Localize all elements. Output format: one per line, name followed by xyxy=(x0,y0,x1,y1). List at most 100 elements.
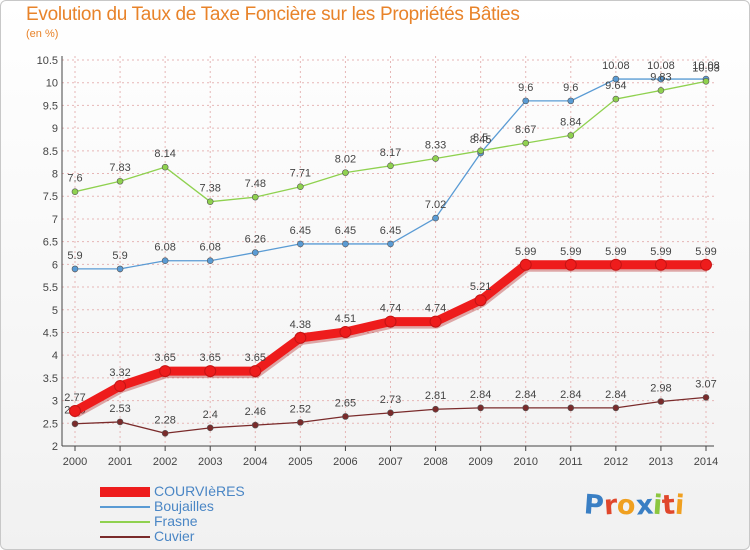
data-point-courvi-res xyxy=(339,326,352,339)
data-label-boujailles: 6.26 xyxy=(245,234,266,246)
data-label-frasne: 7.48 xyxy=(245,178,266,190)
x-tick-label: 2007 xyxy=(378,456,402,468)
y-tick-label: 2 xyxy=(52,441,58,453)
x-tick-label: 2009 xyxy=(468,456,492,468)
y-tick-label: 3.5 xyxy=(43,373,58,385)
x-tick-label: 2010 xyxy=(513,456,537,468)
data-label-boujailles: 9.6 xyxy=(563,82,578,94)
data-label-frasne: 8.67 xyxy=(515,124,536,136)
data-point-frasne xyxy=(522,139,530,147)
logo-letter: P xyxy=(582,489,605,522)
logo-letter: o xyxy=(616,489,637,522)
data-label-courvi-res: 5.99 xyxy=(695,246,716,258)
data-point-frasne xyxy=(387,162,394,170)
data-point-cuvier xyxy=(342,413,349,420)
data-label-courvi-res: 3.32 xyxy=(109,367,130,379)
data-point-courvi-res xyxy=(609,258,622,271)
chart-subtitle: (en %) xyxy=(26,28,59,40)
data-label-courvi-res: 5.99 xyxy=(515,246,536,258)
data-label-boujailles: 10.08 xyxy=(647,60,675,72)
data-label-cuvier: 2.98 xyxy=(650,382,671,394)
data-point-courvi-res xyxy=(384,315,397,328)
y-tick-label: 2.5 xyxy=(43,418,58,430)
y-tick-label: 3 xyxy=(52,396,58,408)
x-tick-label: 2000 xyxy=(63,456,87,468)
data-point-cuvier xyxy=(477,404,484,412)
data-label-boujailles: 6.45 xyxy=(380,225,401,237)
data-label-frasne: 10.03 xyxy=(692,62,720,74)
data-label-boujailles: 9.6 xyxy=(518,82,533,94)
data-point-boujailles xyxy=(612,75,620,83)
data-label-boujailles: 10.08 xyxy=(602,60,630,72)
data-label-cuvier: 2.52 xyxy=(290,403,311,415)
data-point-cuvier xyxy=(522,404,530,412)
legend-swatch xyxy=(100,521,150,523)
data-point-cuvier xyxy=(206,424,214,432)
data-point-frasne xyxy=(432,155,439,162)
data-point-courvi-res xyxy=(159,365,172,378)
data-point-boujailles xyxy=(432,214,439,222)
data-label-courvi-res: 2.77 xyxy=(64,392,85,404)
data-point-cuvier xyxy=(297,419,304,426)
y-tick-label: 9 xyxy=(52,123,58,135)
y-tick-label: 4 xyxy=(52,350,58,362)
y-tick-label: 4.5 xyxy=(43,327,58,339)
data-point-frasne xyxy=(612,95,620,103)
data-label-cuvier: 2.46 xyxy=(245,406,266,418)
x-tick-label: 2006 xyxy=(333,456,357,468)
data-point-courvi-res xyxy=(564,258,577,271)
y-tick-label: 6 xyxy=(52,259,58,271)
data-label-courvi-res: 4.74 xyxy=(380,303,401,315)
data-label-cuvier: 2.53 xyxy=(109,403,130,415)
legend-label: Cuvier xyxy=(154,528,195,544)
data-point-courvi-res xyxy=(69,405,81,418)
data-point-frasne xyxy=(657,87,665,94)
data-point-courvi-res xyxy=(114,380,127,393)
legend-label: Boujailles xyxy=(154,498,214,514)
data-point-frasne xyxy=(567,132,575,139)
data-label-frasne: 7.6 xyxy=(67,173,82,185)
x-tick-label: 2012 xyxy=(604,456,628,468)
y-tick-label: 6.5 xyxy=(43,237,58,249)
data-point-courvi-res xyxy=(519,258,532,271)
y-tick-label: 8.5 xyxy=(43,146,58,158)
data-label-cuvier: 3.07 xyxy=(695,378,716,390)
data-point-frasne xyxy=(71,188,79,195)
x-tick-label: 2008 xyxy=(423,456,447,468)
data-label-courvi-res: 4.38 xyxy=(290,319,311,331)
data-point-cuvier xyxy=(567,404,575,412)
data-point-boujailles xyxy=(657,75,665,83)
data-label-cuvier: 2.84 xyxy=(560,389,581,401)
x-tick-label: 2011 xyxy=(559,456,583,468)
data-label-boujailles: 10.08 xyxy=(692,60,720,72)
data-label-boujailles: 5.9 xyxy=(112,250,127,262)
y-tick-label: 8 xyxy=(52,169,58,181)
legend-swatch xyxy=(100,506,150,508)
legend-swatch xyxy=(100,536,150,538)
data-label-courvi-res: 5.99 xyxy=(605,246,626,258)
data-point-cuvier xyxy=(116,418,124,426)
data-label-boujailles: 6.08 xyxy=(200,242,221,254)
data-point-frasne xyxy=(251,193,259,201)
data-label-frasne: 7.71 xyxy=(290,168,311,180)
data-label-courvi-res: 5.21 xyxy=(470,281,491,293)
data-label-courvi-res: 5.99 xyxy=(650,246,671,258)
data-point-boujailles xyxy=(567,97,575,105)
chart-title: Evolution du Taux de Taxe Foncière sur l… xyxy=(26,4,520,25)
y-tick-label: 9.5 xyxy=(43,100,58,112)
data-label-courvi-res: 4.74 xyxy=(425,303,446,315)
data-label-frasne: 7.83 xyxy=(109,162,130,174)
data-point-boujailles xyxy=(251,249,259,256)
data-label-cuvier: 2.84 xyxy=(470,389,491,401)
data-label-frasne: 8.17 xyxy=(380,147,401,159)
data-label-frasne: 8.02 xyxy=(335,154,356,166)
x-tick-label: 2003 xyxy=(198,456,222,468)
data-point-courvi-res xyxy=(429,315,442,328)
data-label-boujailles: 7.02 xyxy=(425,199,446,211)
data-label-boujailles: 6.08 xyxy=(154,242,175,254)
data-label-frasne: 8.5 xyxy=(473,132,488,144)
data-point-boujailles xyxy=(297,240,304,248)
logo-letter: i xyxy=(674,489,686,522)
data-point-cuvier xyxy=(251,421,259,429)
